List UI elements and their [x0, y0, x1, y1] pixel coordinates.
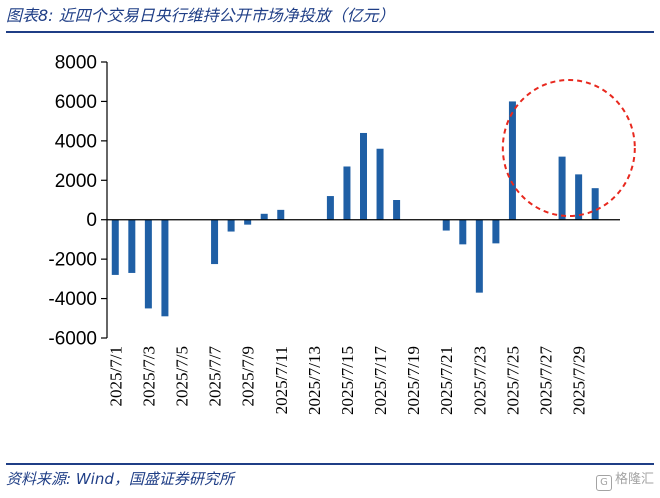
- y-tick-label: 2000: [55, 171, 97, 192]
- x-tick-label: 2025/7/5: [172, 346, 191, 406]
- y-tick-label: 4000: [55, 131, 97, 152]
- x-tick-label: 2025/7/15: [338, 346, 357, 415]
- bar: [492, 219, 500, 244]
- bar: [161, 219, 169, 317]
- bar: [343, 166, 351, 220]
- annotations: [501, 79, 636, 217]
- y-tick-label: -6000: [48, 329, 97, 350]
- chart-title: 图表8: 近四个交易日央行维持公开市场净投放（亿元）: [6, 6, 395, 25]
- y-tick-label: -2000: [48, 250, 97, 271]
- x-tick-label: 2025/7/25: [503, 346, 522, 415]
- bar: [144, 219, 152, 309]
- bar: [360, 132, 367, 220]
- y-tick-label: 6000: [55, 92, 97, 113]
- bar: [393, 200, 401, 220]
- source-note: 资料来源: Wind，国盛证券研究所: [6, 470, 234, 488]
- bar: [459, 219, 467, 245]
- footer-rule: [6, 463, 654, 465]
- x-tick-label: 2025/7/11: [272, 346, 291, 414]
- bar: [558, 156, 566, 220]
- bar: [227, 219, 235, 232]
- x-tick-label: 2025/7/7: [206, 346, 225, 407]
- y-tick-label: -4000: [48, 289, 97, 310]
- bars: [111, 101, 599, 317]
- bar: [111, 219, 119, 275]
- bar: [128, 219, 136, 273]
- bar: [442, 219, 450, 231]
- watermark: G 格隆汇: [595, 470, 654, 491]
- x-tick-label: 2025/7/21: [437, 346, 456, 415]
- x-tick-label: 2025/7/27: [537, 346, 556, 415]
- y-axis: -6000 -4000 -2000 0 2000 4000 6000 8000: [48, 53, 108, 350]
- x-tick-label: 2025/7/9: [239, 346, 258, 406]
- bar: [211, 219, 219, 265]
- y-tick-label: 0: [86, 210, 97, 231]
- watermark-text: 格隆汇: [614, 472, 654, 487]
- x-tick-label: 2025/7/19: [404, 346, 423, 415]
- title-rule: [6, 31, 654, 33]
- bar: [575, 174, 583, 220]
- bar: [508, 101, 516, 220]
- x-tick-label: 2025/7/23: [470, 346, 489, 415]
- bar: [475, 219, 483, 293]
- x-tick-label: 2025/7/13: [305, 346, 324, 415]
- x-tick-label: 2025/7/3: [139, 346, 158, 406]
- bar: [244, 219, 252, 225]
- x-tick-label: 2025/7/17: [371, 346, 390, 415]
- bar: [376, 148, 384, 220]
- highlight-circle: [501, 79, 636, 217]
- x-tick-label: 2025/7/1: [106, 346, 125, 406]
- bar: [326, 196, 334, 220]
- x-tick-label: 2025/7/29: [570, 346, 589, 415]
- bar: [591, 188, 599, 220]
- y-tick-label: 8000: [55, 53, 97, 74]
- bar: [277, 209, 285, 220]
- x-axis: 2025/7/1 2025/7/3 2025/7/5 2025/7/7 2025/7/9…: [106, 219, 620, 415]
- bar: [260, 213, 268, 220]
- watermark-logo-icon: G: [595, 475, 612, 491]
